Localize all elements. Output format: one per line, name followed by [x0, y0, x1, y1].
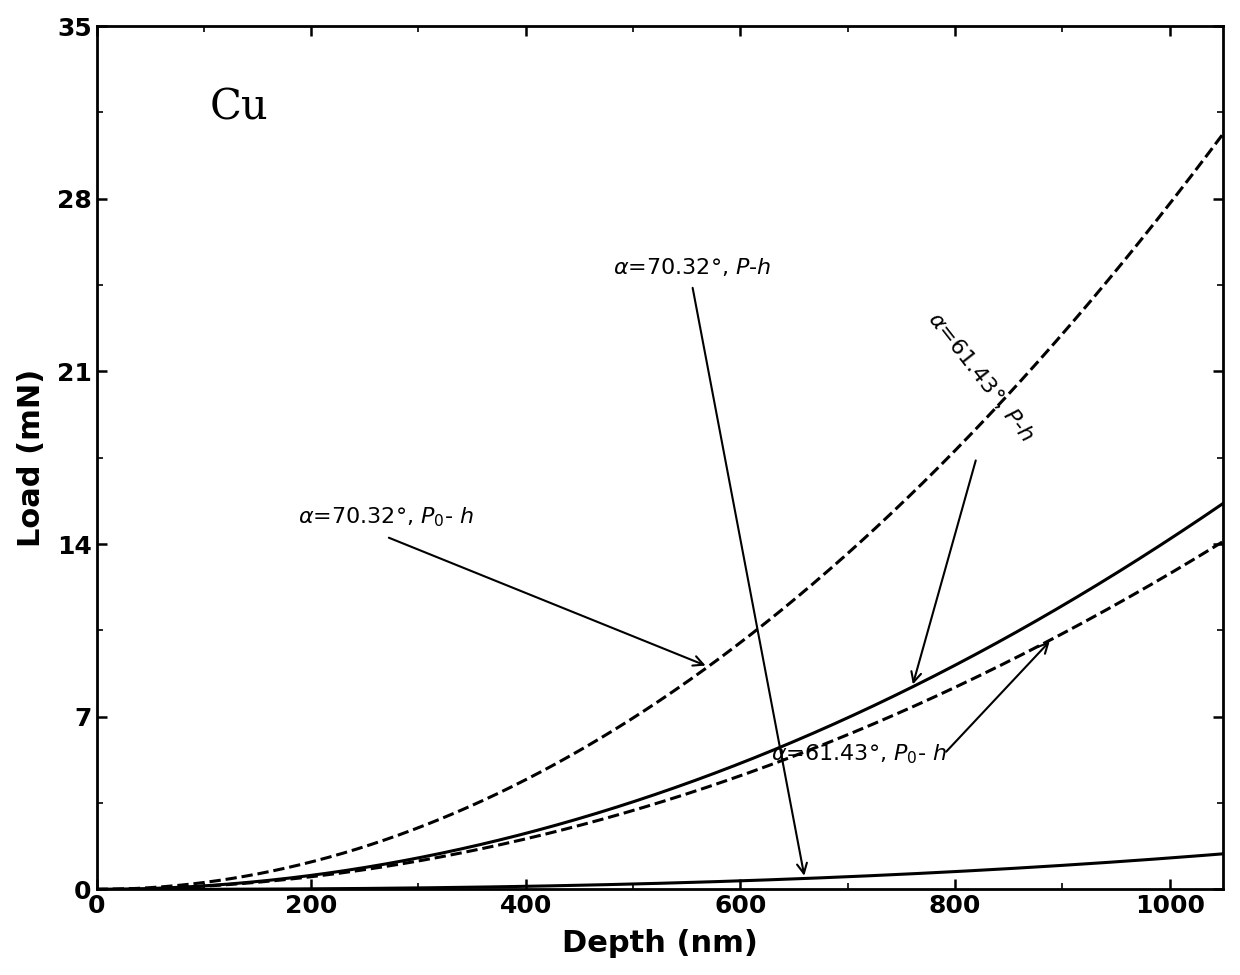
- Text: $\alpha$=61.43°, $P_0$- $h$: $\alpha$=61.43°, $P_0$- $h$: [770, 742, 946, 765]
- Y-axis label: Load (mN): Load (mN): [16, 369, 46, 547]
- Text: $\alpha$=70.32°, $P_0$- $h$: $\alpha$=70.32°, $P_0$- $h$: [299, 506, 474, 529]
- Text: $\alpha$=70.32°, $P$-$h$: $\alpha$=70.32°, $P$-$h$: [613, 255, 771, 278]
- Text: $\alpha$=61.43°, $P$-$h$: $\alpha$=61.43°, $P$-$h$: [925, 307, 1039, 446]
- Text: Cu: Cu: [210, 87, 268, 129]
- X-axis label: Depth (nm): Depth (nm): [562, 929, 758, 958]
